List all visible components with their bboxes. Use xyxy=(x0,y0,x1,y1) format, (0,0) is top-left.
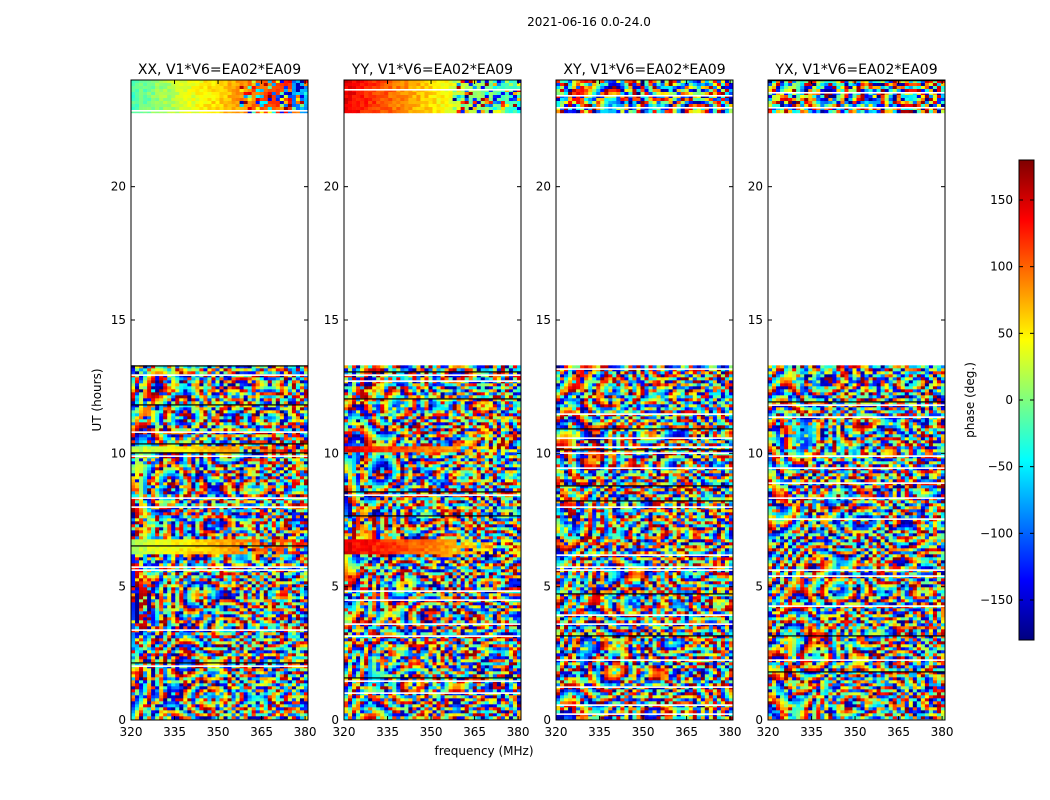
x-tick-label: 365 xyxy=(675,725,698,739)
x-axis-label: frequency (MHz) xyxy=(434,744,533,758)
figure-suptitle: 2021-06-16 0.0-24.0 xyxy=(527,15,651,29)
panel-frame xyxy=(767,79,946,721)
panel-3: YX, V1*V6=EA02*EA09 320 335 350 365 380 0 5 10 15… xyxy=(748,62,954,739)
heatmap-image-1 xyxy=(344,80,521,720)
x-tick-label: 335 xyxy=(163,725,186,739)
y-tick-label: 0 xyxy=(543,713,551,727)
heatmap-image-0 xyxy=(131,80,308,720)
panel-2: XY, V1*V6=EA02*EA09 320 335 350 365 380 0 5 10 15… xyxy=(536,62,742,739)
x-tick-label: 335 xyxy=(588,725,611,739)
y-tick-label: 20 xyxy=(324,180,339,194)
panel-title: XY, V1*V6=EA02*EA09 xyxy=(563,62,725,78)
colorbar-tick-label: −100 xyxy=(980,526,1013,540)
y-tick-label: 15 xyxy=(536,313,551,327)
x-tick-label: 320 xyxy=(333,725,356,739)
y-tick-label: 0 xyxy=(755,713,763,727)
x-tick-label: 350 xyxy=(207,725,230,739)
x-tick-label: 320 xyxy=(757,725,780,739)
colorbar-label: phase (deg.) xyxy=(963,362,977,438)
colorbar-tick-label: −50 xyxy=(988,460,1013,474)
x-tick-label: 350 xyxy=(632,725,655,739)
colorbar-tick-label: 150 xyxy=(990,193,1013,207)
panel-title: YY, V1*V6=EA02*EA09 xyxy=(351,62,513,78)
x-tick-label: 380 xyxy=(719,725,742,739)
colorbar-tick-label: 0 xyxy=(1005,393,1013,407)
x-tick-label: 320 xyxy=(120,725,143,739)
x-tick-label: 335 xyxy=(376,725,399,739)
x-tick-label: 320 xyxy=(545,725,568,739)
x-tick-label: 365 xyxy=(463,725,486,739)
panel-title: YX, V1*V6=EA02*EA09 xyxy=(774,62,937,78)
x-tick-label: 365 xyxy=(887,725,910,739)
colorbar-ticks: 150 100 50 0 −50 −100 −150 xyxy=(980,193,1034,607)
y-tick-label: 20 xyxy=(111,180,126,194)
x-tick-label: 335 xyxy=(800,725,823,739)
panel-frame xyxy=(555,79,734,721)
y-tick-label: 20 xyxy=(748,180,763,194)
panel-0: XX, V1*V6=EA02*EA09 320 335 350 365 380 0 5 10 15… xyxy=(90,62,317,739)
y-tick-label: 20 xyxy=(536,180,551,194)
colorbar-tick-label: 50 xyxy=(998,326,1013,340)
panel-1: YY, V1*V6=EA02*EA09 320 335 350 365 380 0 5 10 15… xyxy=(324,62,534,758)
colorbar: 150 100 50 0 −50 −100 −150 phase (deg.) xyxy=(963,159,1035,641)
x-tick-label: 380 xyxy=(294,725,317,739)
y-tick-label: 0 xyxy=(331,713,339,727)
x-tick-label: 350 xyxy=(420,725,443,739)
x-tick-label: 380 xyxy=(931,725,954,739)
y-tick-label: 10 xyxy=(111,446,126,460)
heatmap-image-2 xyxy=(556,80,733,720)
y-tick-label: 0 xyxy=(118,713,126,727)
y-tick-label: 10 xyxy=(748,446,763,460)
colorbar-tick-label: 100 xyxy=(990,260,1013,274)
panel-title: XX, V1*V6=EA02*EA09 xyxy=(138,62,301,78)
y-tick-label: 5 xyxy=(755,580,763,594)
y-tick-label: 5 xyxy=(331,580,339,594)
y-tick-label: 15 xyxy=(748,313,763,327)
y-tick-label: 10 xyxy=(536,446,551,460)
colorbar-tick-label: −150 xyxy=(980,593,1013,607)
y-axis-label: UT (hours) xyxy=(90,368,104,431)
y-tick-label: 15 xyxy=(324,313,339,327)
heatmap-image-3 xyxy=(768,80,945,720)
x-tick-label: 380 xyxy=(507,725,530,739)
y-tick-label: 5 xyxy=(543,580,551,594)
panels: XX, V1*V6=EA02*EA09 320 335 350 365 380 0 5 10 15… xyxy=(90,62,954,758)
x-tick-label: 350 xyxy=(844,725,867,739)
panel-frame xyxy=(343,79,522,721)
y-tick-label: 5 xyxy=(118,580,126,594)
panel-frame xyxy=(130,79,309,721)
y-tick-label: 10 xyxy=(324,446,339,460)
y-tick-label: 15 xyxy=(111,313,126,327)
x-tick-label: 365 xyxy=(250,725,273,739)
